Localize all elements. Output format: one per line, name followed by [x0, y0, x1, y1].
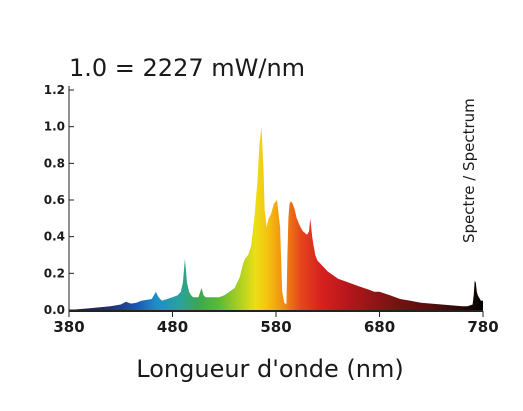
- y-tick-label: 1.0: [44, 120, 65, 134]
- x-tick-label: 380: [53, 318, 84, 336]
- y-tick-label: 0.2: [44, 266, 65, 280]
- spectrum-area: [69, 126, 483, 310]
- y-tick-label: 0.0: [44, 303, 65, 317]
- chart-title: 1.0 = 2227 mW/nm: [69, 54, 305, 82]
- y-tick-label: 1.2: [44, 83, 65, 97]
- x-tick-label: 780: [467, 318, 498, 336]
- spectrum-side-label: Spectre / Spectrum: [460, 98, 478, 243]
- y-tick-label: 0.6: [44, 193, 65, 207]
- y-tick-label: 0.4: [44, 230, 65, 244]
- x-axis-label: Longueur d'onde (nm): [136, 355, 403, 383]
- x-tick-label: 580: [260, 318, 291, 336]
- x-tick-label: 680: [364, 318, 395, 336]
- y-axis: 0.0 0.2 0.4 0.6 0.8 1.0 1.2: [44, 83, 74, 317]
- y-tick-label: 0.8: [44, 156, 65, 170]
- x-tick-label: 480: [157, 318, 188, 336]
- x-axis: 380 480 580 680 780: [53, 310, 499, 336]
- series-layer: [69, 126, 483, 310]
